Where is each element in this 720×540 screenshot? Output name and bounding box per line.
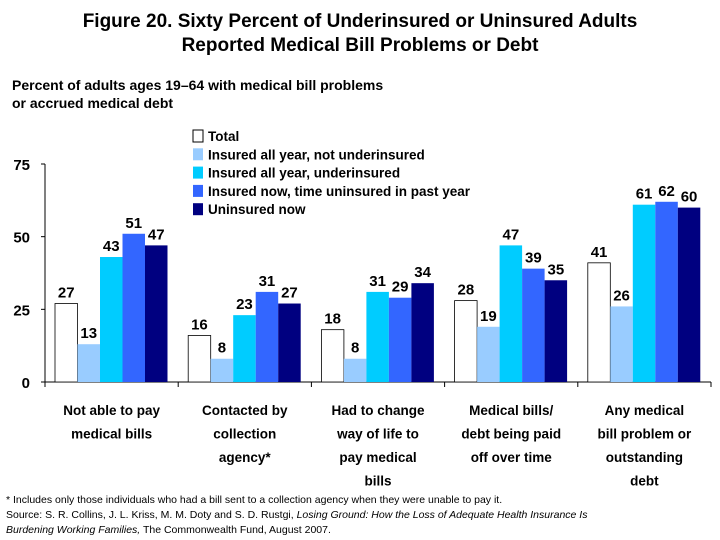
x-category-label: bills xyxy=(364,474,391,489)
title-line-1: Figure 20. Sixty Percent of Underinsured… xyxy=(82,11,638,32)
bar-0 xyxy=(54,303,78,383)
data-label: 29 xyxy=(392,279,409,296)
bar-0 xyxy=(187,335,212,383)
bar-chart: 0 25 50 75 Not able to pay medical bills Conta… xyxy=(13,129,712,489)
bar-3 xyxy=(522,268,545,382)
source-prefix: Source: S. R. Collins, J. L. Kriss, M. M… xyxy=(6,509,297,521)
bar-1 xyxy=(477,326,500,382)
source-suffix: The Commonwealth Fund, August 2007. xyxy=(140,524,331,536)
x-category-label: bill problem or xyxy=(598,427,693,442)
data-label: 60 xyxy=(681,189,698,206)
subtitle-line-1: Percent of adults ages 19–64 with medica… xyxy=(12,77,384,93)
title-line-2: Reported Medical Bill Problems or Debt xyxy=(181,35,539,56)
data-label: 39 xyxy=(525,250,542,267)
legend-swatch xyxy=(193,203,203,216)
x-category-label: collection xyxy=(213,427,276,442)
x-category-label: way of life to xyxy=(336,427,419,442)
bar-3 xyxy=(655,201,678,382)
bar-3 xyxy=(255,291,279,382)
x-category-label: Not able to pay xyxy=(63,403,160,418)
y-tick-label: 0 xyxy=(22,375,30,392)
legend-label: Insured now, time uninsured in past year xyxy=(208,184,471,199)
bar-4 xyxy=(544,280,568,382)
footnote: * Includes only those individuals who ha… xyxy=(6,494,503,506)
bar-2 xyxy=(499,245,523,382)
data-label: 43 xyxy=(103,238,120,255)
bar-2 xyxy=(100,257,123,382)
source-title-2: Burdening Working Families, xyxy=(6,524,141,536)
x-category-label: outstanding xyxy=(606,450,683,465)
data-label: 28 xyxy=(458,282,475,299)
legend-swatch xyxy=(193,184,203,197)
x-category-label: debt xyxy=(630,474,659,489)
bar-3 xyxy=(122,233,145,382)
subtitle-line-2: or accrued medical debt xyxy=(12,95,174,111)
data-label: 8 xyxy=(351,340,359,357)
bar-1 xyxy=(343,358,367,382)
legend-label: Insured all year, underinsured xyxy=(208,166,400,181)
bar-1 xyxy=(610,306,633,382)
data-label: 61 xyxy=(636,186,653,203)
x-category-label: Contacted by xyxy=(202,403,288,418)
x-category-label: pay medical xyxy=(339,450,416,465)
source-line-1: Source: S. R. Collins, J. L. Kriss, M. M… xyxy=(6,508,587,523)
x-category-label: debt being paid xyxy=(461,427,561,442)
data-label: 23 xyxy=(236,296,253,313)
bar-1 xyxy=(210,358,234,382)
data-label: 19 xyxy=(480,308,497,325)
bar-0 xyxy=(587,262,611,383)
data-label: 16 xyxy=(191,316,208,333)
data-label: 41 xyxy=(591,244,608,261)
data-label: 47 xyxy=(503,226,520,243)
data-label: 27 xyxy=(58,285,75,302)
legend-swatch xyxy=(193,166,203,179)
bar-4 xyxy=(677,207,701,382)
bar-2 xyxy=(632,204,656,382)
data-label: 18 xyxy=(324,311,341,328)
chart-title: Figure 20. Sixty Percent of Underinsured… xyxy=(0,10,720,58)
x-category-label: Medical bills/ xyxy=(469,403,553,418)
bar-4 xyxy=(411,283,434,382)
x-category-label: Any medical xyxy=(605,403,685,418)
legend-swatch xyxy=(192,129,204,143)
source-title-1: Losing Ground: How the Loss of Adequate … xyxy=(296,509,588,521)
bar-0 xyxy=(320,329,345,383)
bar-0 xyxy=(454,300,478,383)
x-category-label: Had to change xyxy=(331,403,425,418)
x-category-label: medical bills xyxy=(71,427,152,442)
data-label: 47 xyxy=(148,226,165,243)
legend-label: Uninsured now xyxy=(208,202,306,217)
data-label: 31 xyxy=(369,273,386,290)
data-label: 31 xyxy=(259,273,276,290)
data-label: 51 xyxy=(125,215,142,232)
y-tick-label: 25 xyxy=(13,302,30,319)
data-label: 13 xyxy=(80,325,97,342)
data-label: 27 xyxy=(281,285,298,302)
data-label: 8 xyxy=(218,340,226,357)
legend-label: Insured all year, not underinsured xyxy=(208,147,425,162)
legend-label: Total xyxy=(208,129,239,144)
bar-1 xyxy=(77,344,100,382)
source-line-2: Burdening Working Families, The Commonwe… xyxy=(6,523,331,538)
x-category-label: off over time xyxy=(471,450,553,465)
bar-2 xyxy=(233,315,256,382)
bar-2 xyxy=(366,291,389,382)
data-label: 62 xyxy=(658,183,675,200)
data-label: 35 xyxy=(548,261,565,278)
data-label: 34 xyxy=(414,264,431,281)
bar-4 xyxy=(278,303,301,382)
bar-4 xyxy=(145,245,168,382)
data-label: 26 xyxy=(613,287,630,304)
chart-subtitle: Percent of adults ages 19–64 with medica… xyxy=(12,76,532,112)
y-tick-label: 75 xyxy=(13,157,30,174)
bar-3 xyxy=(388,297,412,382)
x-category-label: agency* xyxy=(219,450,272,465)
legend-swatch xyxy=(193,148,203,161)
y-tick-label: 50 xyxy=(13,230,30,247)
